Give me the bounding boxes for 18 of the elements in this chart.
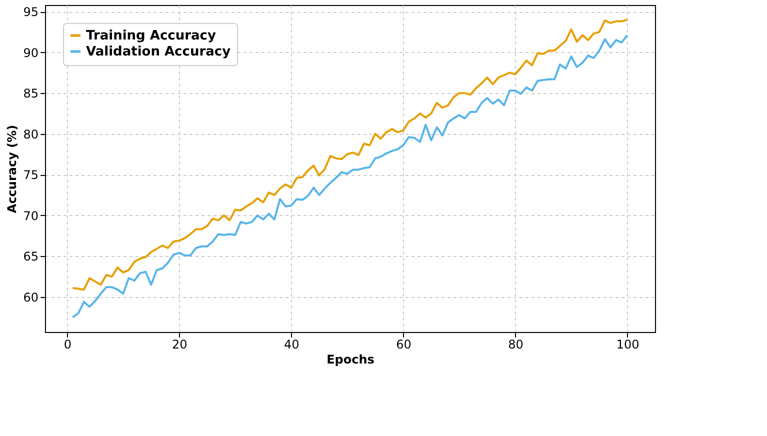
x-tick-label: 20 <box>172 338 188 352</box>
y-tick-label: 60 <box>23 290 38 304</box>
y-tick-label: 90 <box>23 46 38 60</box>
x-tick-label: 0 <box>64 338 72 352</box>
y-tick-label: 65 <box>23 250 38 264</box>
x-tick-label: 60 <box>396 338 412 352</box>
legend-label: Validation Accuracy <box>86 44 232 60</box>
y-tick-label: 85 <box>23 86 38 101</box>
legend-label: Training Accuracy <box>86 28 216 44</box>
y-tick-label: 75 <box>23 168 38 182</box>
x-tick-label: 40 <box>284 338 300 352</box>
x-tick-label: 100 <box>616 338 640 352</box>
x-axis-title: Epochs <box>326 352 374 366</box>
y-tick-label: 95 <box>23 5 38 20</box>
y-axis-title: Accuracy (%) <box>5 124 20 214</box>
y-tick-label: 80 <box>23 127 38 142</box>
x-tick-label: 80 <box>508 338 524 352</box>
y-tick-label: 70 <box>23 208 38 223</box>
